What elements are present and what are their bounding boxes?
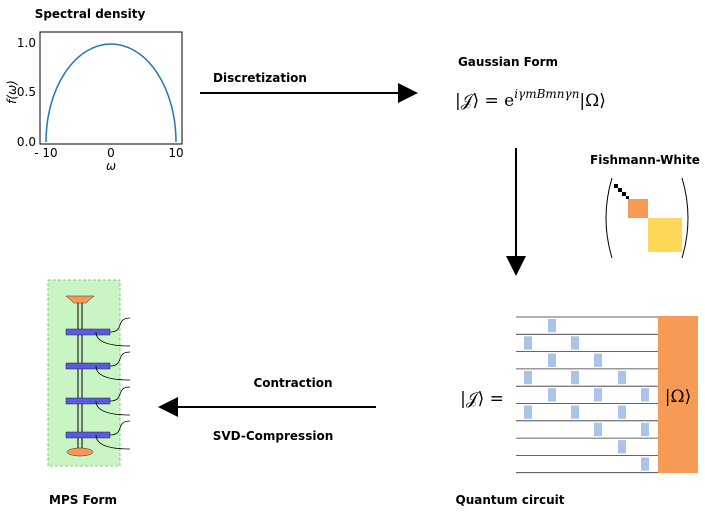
gate (571, 336, 579, 349)
mps-title: MPS Form (49, 493, 117, 507)
gate (641, 423, 649, 436)
gate (618, 371, 626, 384)
gate (571, 371, 579, 384)
gate (641, 388, 649, 401)
circuit-lhs: |𝒥⟩ = (460, 389, 504, 409)
y-label: f(ω) (5, 80, 19, 104)
gate (548, 388, 556, 401)
gate (594, 423, 602, 436)
gate (618, 440, 626, 453)
y-tick: 1.0 (17, 36, 36, 50)
paren (606, 178, 612, 258)
arrow-label: Discretization (213, 71, 307, 85)
gate (571, 406, 579, 419)
tensor (66, 398, 110, 404)
gate (594, 354, 602, 367)
state: |Ω⟩ (665, 387, 691, 407)
block (628, 199, 648, 218)
tensor (66, 329, 110, 335)
formula-lhs: |𝒥⟩ = e (455, 91, 514, 111)
block (648, 218, 682, 252)
x-tick: 0 (107, 146, 115, 160)
gate (641, 457, 649, 470)
gate (524, 371, 532, 384)
formula-rhs: |Ω⟩ (579, 91, 605, 111)
formula: |𝒥⟩ = eiγmBmnγn|Ω⟩ (455, 87, 606, 111)
gaussian-title: Gaussian Form (458, 55, 558, 69)
diagram: Spectral density 0.0 0.5 1.0 - 10 0 10 ω… (0, 0, 705, 510)
tensor (66, 432, 110, 438)
gate (594, 388, 602, 401)
x-tick: - 10 (34, 146, 57, 160)
curve (46, 44, 176, 142)
diag-blocks (614, 184, 629, 199)
paren (682, 178, 688, 258)
circuit-title: Quantum circuit (456, 493, 565, 507)
plot-frame (40, 32, 182, 144)
gate (524, 406, 532, 419)
y-tick: 0.0 (17, 135, 36, 149)
formula-exp: iγmBmnγn (514, 87, 579, 101)
x-tick: 10 (168, 146, 183, 160)
y-tick: 0.5 (17, 85, 36, 99)
tensor (67, 448, 93, 456)
gate (548, 319, 556, 332)
gate (524, 336, 532, 349)
tensor (66, 363, 110, 369)
x-label: ω (106, 159, 116, 173)
circuit (516, 317, 658, 473)
fw-title: Fishmann-White (590, 153, 700, 167)
gate (548, 354, 556, 367)
plot-title: Spectral density (35, 7, 146, 21)
arrow-label: SVD-Compression (213, 429, 333, 443)
gate (618, 406, 626, 419)
arrow-label: Contraction (253, 376, 332, 390)
